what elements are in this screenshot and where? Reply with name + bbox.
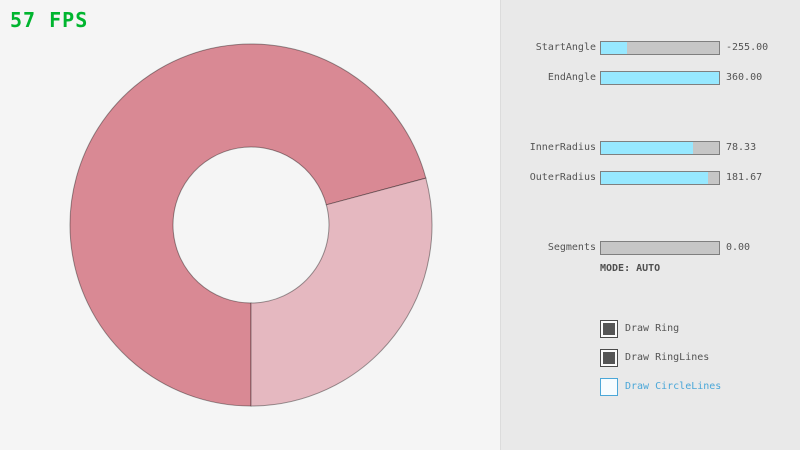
segments-value: 0.00	[726, 242, 751, 253]
draw-ringlines-label: Draw RingLines	[625, 352, 710, 363]
outerradius-slider[interactable]	[600, 171, 720, 185]
ring-visualization	[69, 43, 433, 407]
innerradius-value: 78.33	[726, 142, 757, 153]
endangle-label: EndAngle	[547, 72, 596, 83]
draw-ringlines-checkbox[interactable]	[600, 349, 618, 367]
endangle-value: 360.00	[726, 72, 763, 83]
innerradius-label: InnerRadius	[529, 142, 596, 153]
outerradius-value: 181.67	[726, 172, 763, 183]
mode-indicator: MODE: AUTO	[600, 263, 661, 274]
segments-label: Segments	[547, 242, 596, 253]
segments-slider[interactable]	[600, 241, 720, 255]
ring-sector-dark	[69, 43, 427, 407]
slider-row-endangle: EndAngle 360.00	[500, 70, 800, 86]
slider-row-innerradius: InnerRadius 78.33	[500, 140, 800, 156]
startangle-slider-fill	[601, 42, 627, 54]
outerradius-slider-fill	[601, 172, 709, 184]
endangle-slider-fill	[601, 72, 719, 84]
checkmark-fill	[603, 381, 615, 393]
checkmark-fill	[603, 352, 615, 364]
draw-ring-checkbox[interactable]	[600, 320, 618, 338]
slider-row-outerradius: OuterRadius 181.67	[500, 170, 800, 186]
innerradius-slider-fill	[601, 142, 694, 154]
outerradius-label: OuterRadius	[529, 172, 596, 183]
fps-counter: 57 FPS	[10, 8, 89, 32]
ring-sector-light	[250, 177, 433, 407]
draw-ring-label: Draw Ring	[625, 323, 680, 334]
slider-row-startangle: StartAngle -255.00	[500, 40, 800, 56]
draw-circlelines-checkbox[interactable]	[600, 378, 618, 396]
endangle-slider[interactable]	[600, 71, 720, 85]
startangle-slider[interactable]	[600, 41, 720, 55]
innerradius-slider[interactable]	[600, 141, 720, 155]
slider-row-segments: Segments 0.00	[500, 240, 800, 256]
draw-circlelines-label: Draw CircleLines	[625, 381, 722, 392]
checkmark-fill	[603, 323, 615, 335]
startangle-value: -255.00	[726, 42, 769, 53]
startangle-label: StartAngle	[535, 42, 596, 53]
